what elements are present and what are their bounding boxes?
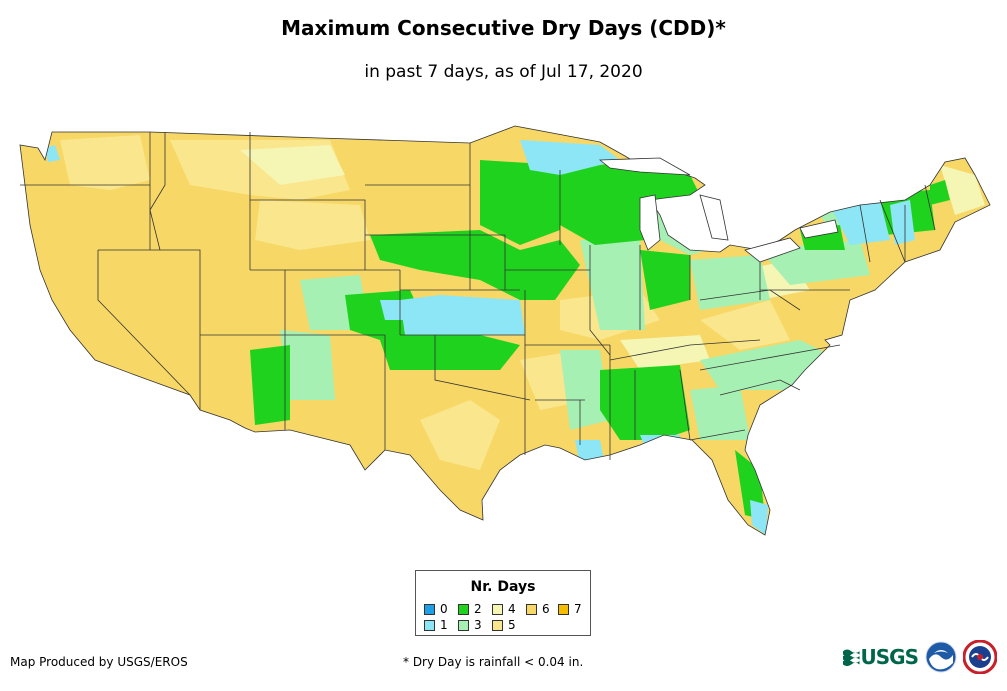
legend-swatch-7 (558, 603, 569, 615)
legend-swatch-4 (492, 603, 503, 615)
usgs-logo-text: USGS (860, 645, 919, 669)
legend-label-4: 4 (508, 602, 516, 616)
legend-item-6: 6 (526, 602, 550, 616)
legend-swatch-2 (458, 603, 469, 615)
legend-title: Nr. Days (470, 579, 536, 595)
legend-item-4: 4 (492, 602, 516, 616)
legend-swatch-3 (458, 619, 469, 631)
map-title: Maximum Consecutive Dry Days (CDD)* (281, 16, 726, 40)
legend-label-6: 6 (542, 602, 550, 616)
usgs-wave-icon (843, 649, 860, 667)
nws-logo-icon (963, 640, 997, 674)
legend: Nr. Days 0 1 2 3 4 5 6 7 (415, 570, 591, 636)
region-1-days (45, 140, 915, 535)
legend-swatch-5 (492, 619, 503, 631)
legend-swatch-0 (424, 603, 435, 615)
legend-label-5: 5 (508, 618, 516, 632)
legend-item-7: 7 (558, 602, 582, 616)
legend-label-0: 0 (440, 602, 448, 616)
legend-item-0: 0 (424, 602, 448, 616)
legend-label-1: 1 (440, 618, 448, 632)
legend-swatch-1 (424, 619, 435, 631)
legend-item-3: 3 (458, 618, 482, 632)
usgs-logo: USGS (843, 642, 919, 672)
great-lakes (598, 157, 839, 263)
credit-text: Map Produced by USGS/EROS (10, 655, 188, 669)
map-subtitle: in past 7 days, as of Jul 17, 2020 (364, 62, 643, 82)
legend-label-2: 2 (474, 602, 482, 616)
legend-label-3: 3 (474, 618, 482, 632)
footnote-text: * Dry Day is rainfall < 0.04 in. (403, 655, 584, 669)
state-borders (19, 125, 991, 536)
legend-item-5: 5 (492, 618, 516, 632)
legend-label-7: 7 (574, 602, 582, 616)
legend-item-1: 1 (424, 618, 448, 632)
region-2-days (250, 160, 950, 520)
noaa-logo-icon (925, 641, 957, 673)
legend-item-2: 2 (458, 602, 482, 616)
legend-swatch-6 (526, 603, 537, 615)
